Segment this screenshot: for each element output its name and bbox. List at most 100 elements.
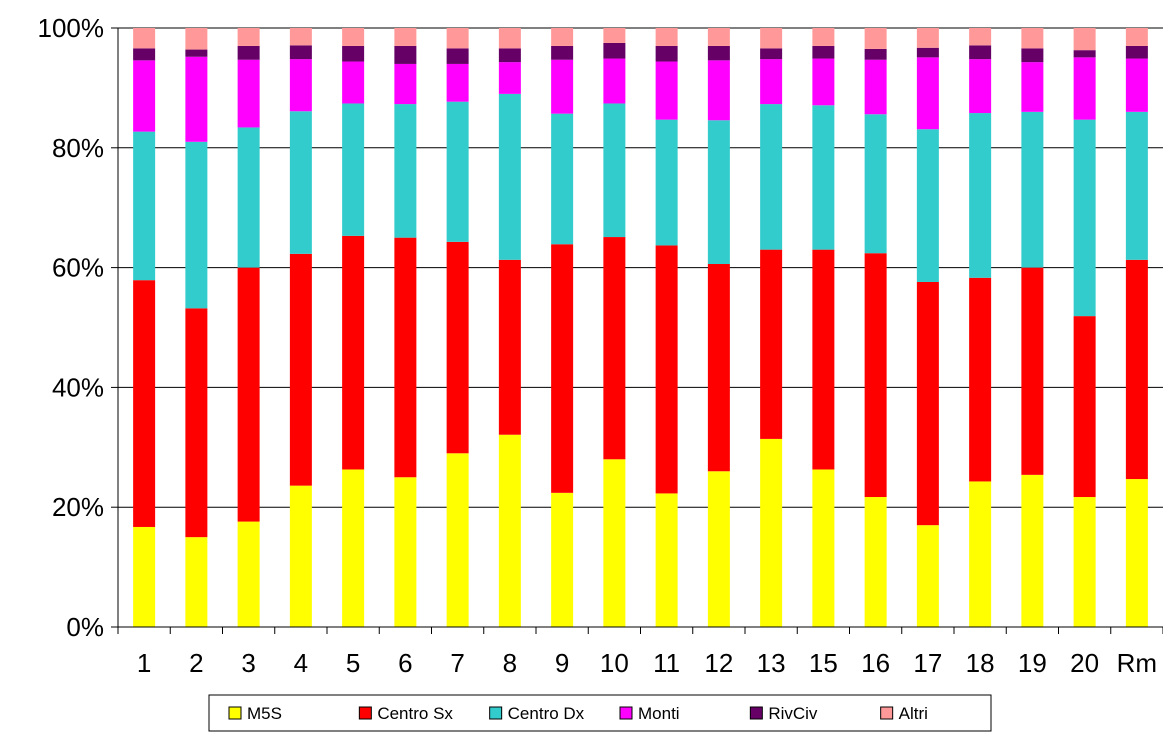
bar-segment-rivciv — [133, 48, 156, 61]
gridlines — [118, 27, 1163, 508]
bar-segment-centro-sx — [1021, 267, 1044, 475]
legend-box — [208, 694, 992, 732]
bar-segment-m5s — [864, 497, 887, 627]
bar-segment-monti — [707, 60, 730, 121]
bar-segment-rivciv — [237, 45, 260, 60]
bar-segment-m5s — [185, 537, 208, 627]
bar-segment-monti — [812, 58, 835, 106]
bar-segment-rivciv — [1073, 50, 1096, 58]
x-tick-label: 5 — [346, 648, 360, 678]
legend-swatch — [228, 706, 242, 720]
bar-segment-rivciv — [707, 45, 730, 61]
bar-segment-centro-sx — [133, 280, 156, 527]
y-tick-label: 0% — [66, 612, 104, 642]
x-tick-label: 9 — [555, 648, 569, 678]
legend-label: RivCiv — [768, 704, 818, 723]
y-tick-labels: 0% 20% 40% 60% 80% 100% — [38, 13, 105, 642]
bar-segment-centro-dx — [864, 114, 887, 254]
bar-segment-centro-dx — [133, 131, 156, 281]
bar-segment-monti — [760, 59, 783, 105]
x-tick-label: 6 — [398, 648, 412, 678]
bar-segment-centro-dx — [446, 101, 469, 242]
bar-segment-centro-dx — [603, 103, 626, 238]
legend-swatch — [749, 706, 763, 720]
x-tick-label: 13 — [757, 648, 786, 678]
bar-segment-centro-dx — [760, 104, 783, 250]
bar-segment-centro-sx — [498, 259, 521, 435]
x-tick-label: 4 — [294, 648, 308, 678]
bar-segment-centro-sx — [655, 245, 678, 494]
bar-segment-altri — [185, 28, 208, 50]
bar-segment-centro-dx — [551, 113, 574, 245]
bar-segment-centro-dx — [1021, 111, 1044, 268]
bar-segment-m5s — [237, 521, 260, 627]
bar-segment-m5s — [1073, 497, 1096, 627]
bar-segment-m5s — [812, 469, 835, 627]
x-tick-label: 1 — [137, 648, 151, 678]
bar-segment-rivciv — [289, 45, 312, 60]
bar-segment-monti — [1073, 57, 1096, 120]
x-tick-label: 3 — [241, 648, 255, 678]
bar-segment-centro-dx — [342, 103, 365, 236]
bar-segment-centro-sx — [1125, 259, 1148, 480]
bar-segment-monti — [237, 59, 260, 128]
bar-segment-rivciv — [394, 45, 417, 64]
bar-segment-centro-sx — [969, 277, 992, 482]
bar-segment-m5s — [446, 453, 469, 627]
bar-segment-m5s — [551, 492, 574, 627]
bar-segment-rivciv — [185, 49, 208, 57]
x-tick-label: 8 — [503, 648, 517, 678]
bar-segment-rivciv — [969, 45, 992, 60]
bar-segment-rivciv — [760, 48, 783, 60]
bar-segment-centro-dx — [1073, 119, 1096, 317]
bar-segment-centro-dx — [969, 113, 992, 278]
bar-segment-centro-sx — [446, 241, 469, 454]
bar-segment-m5s — [655, 493, 678, 627]
bar-segment-altri — [342, 28, 365, 46]
bar-segment-m5s — [760, 438, 783, 627]
x-tick-label: 18 — [966, 648, 995, 678]
bar-segment-centro-sx — [812, 249, 835, 470]
bar-segment-altri — [969, 28, 992, 46]
bar-segment-centro-dx — [498, 93, 521, 260]
x-tick-label: 15 — [809, 648, 838, 678]
bar-segment-centro-sx — [394, 237, 417, 478]
legend-label: Altri — [899, 704, 928, 723]
bar-segment-altri — [916, 28, 939, 48]
bar-segment-rivciv — [603, 42, 626, 59]
legend-label: Monti — [638, 704, 680, 723]
bar-segment-rivciv — [1125, 45, 1148, 59]
bar-segment-monti — [394, 63, 417, 105]
bar-segment-altri — [394, 28, 417, 46]
bar-segment-m5s — [342, 469, 365, 627]
axes — [111, 27, 1163, 634]
bar-segment-monti — [655, 61, 678, 120]
bar-segment-centro-dx — [812, 105, 835, 250]
bar-segment-rivciv — [342, 45, 365, 62]
bar-segment-centro-dx — [916, 129, 939, 282]
bar-segment-monti — [289, 59, 312, 112]
bar-segment-altri — [864, 28, 887, 49]
bar-segment-altri — [133, 28, 156, 49]
x-tick-label: 2 — [189, 648, 203, 678]
bar-segment-altri — [760, 28, 783, 49]
legend-swatch — [880, 706, 894, 720]
bar-segment-m5s — [289, 485, 312, 627]
bar-segment-centro-sx — [237, 267, 260, 522]
bar-segment-m5s — [969, 481, 992, 627]
bar-segment-altri — [237, 28, 260, 46]
bar-segment-rivciv — [864, 48, 887, 60]
bar-segment-centro-sx — [707, 264, 730, 472]
bar-segment-altri — [498, 28, 521, 49]
bar-segment-m5s — [498, 434, 521, 627]
bar-segment-centro-sx — [1073, 316, 1096, 498]
bar-segment-monti — [1125, 58, 1148, 112]
bar-segment-m5s — [707, 471, 730, 627]
bar-segment-monti — [551, 59, 574, 114]
y-tick-label: 40% — [52, 372, 104, 402]
bar-segment-m5s — [394, 477, 417, 627]
bar-segment-centro-sx — [342, 235, 365, 470]
bar-segment-altri — [812, 28, 835, 46]
x-tick-label: 12 — [704, 648, 733, 678]
bar-segment-m5s — [133, 526, 156, 627]
